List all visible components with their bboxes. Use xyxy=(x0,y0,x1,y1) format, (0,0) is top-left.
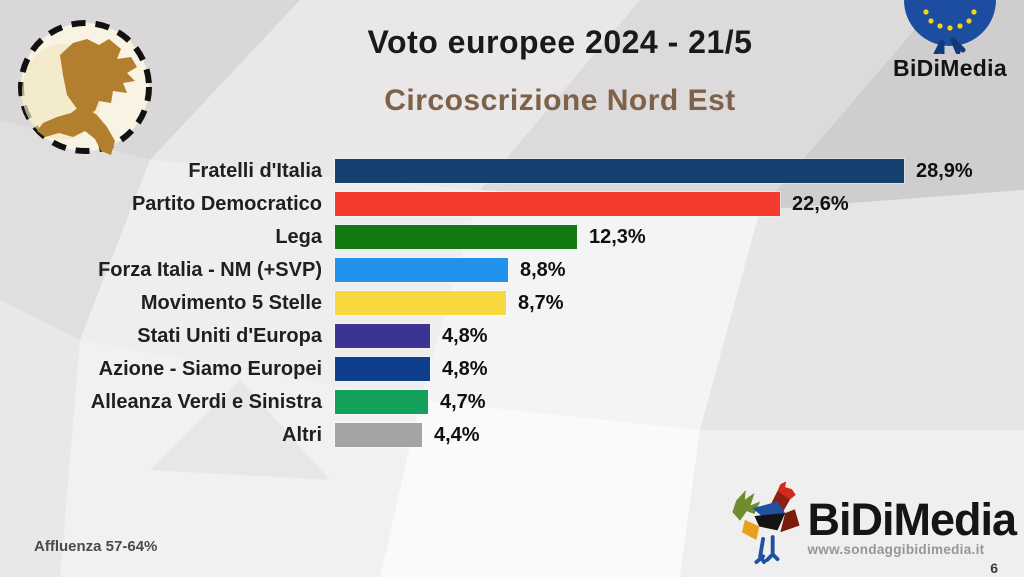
party-bar xyxy=(335,324,430,348)
party-label: Alleanza Verdi e Sinistra xyxy=(90,390,322,413)
party-bar xyxy=(335,192,780,216)
chart-row: Forza Italia - NM (+SVP) 8,8% xyxy=(0,258,1024,282)
bar-chart: Fratelli d'Italia 28,9% Partito Democrat… xyxy=(0,159,1024,456)
bottom-logo: BiDiMedia www.sondaggibidimedia.it xyxy=(717,481,1017,573)
party-label: Azione - Siamo Europei xyxy=(98,357,322,380)
chart-row: Partito Democratico 22,6% xyxy=(0,192,1024,216)
chart-row: Alleanza Verdi e Sinistra 4,7% xyxy=(0,390,1024,414)
party-label: Stati Uniti d'Europa xyxy=(137,324,322,347)
party-value-label: 4,7% xyxy=(440,390,486,413)
party-value-label: 22,6% xyxy=(792,192,849,215)
page-title: Voto europee 2024 - 21/5 xyxy=(367,24,753,60)
chart-row: Fratelli d'Italia 28,9% xyxy=(0,159,1024,183)
party-label: Movimento 5 Stelle xyxy=(140,291,322,314)
party-bar xyxy=(335,423,422,447)
chart-row: Stati Uniti d'Europa 4,8% xyxy=(0,324,1024,348)
party-value-label: 28,9% xyxy=(916,159,973,182)
bottom-logo-label: BiDiMedia xyxy=(807,494,1017,545)
party-bar xyxy=(335,291,506,315)
party-label: Fratelli d'Italia xyxy=(188,159,322,182)
chart-row: Azione - Siamo Europei 4,8% xyxy=(0,357,1024,381)
party-bar xyxy=(335,159,904,183)
party-bar xyxy=(335,225,577,249)
rooster-icon xyxy=(732,481,801,564)
top-logo-label: BiDiMedia xyxy=(893,55,1007,81)
eu-bird-icon xyxy=(904,0,996,54)
chart-row: Altri 4,4% xyxy=(0,423,1024,447)
party-value-label: 12,3% xyxy=(589,225,646,248)
bottom-logo-url: www.sondaggibidimedia.it xyxy=(807,542,985,557)
chart-row: Movimento 5 Stelle 8,7% xyxy=(0,291,1024,315)
party-value-label: 4,4% xyxy=(434,423,480,446)
party-bar xyxy=(335,258,508,282)
party-bar xyxy=(335,390,428,414)
region-map-icon xyxy=(12,12,158,162)
page-number: 6 xyxy=(990,560,998,576)
party-label: Forza Italia - NM (+SVP) xyxy=(98,258,322,281)
party-label: Altri xyxy=(282,423,322,446)
page-subtitle: Circoscrizione Nord Est xyxy=(384,84,736,117)
party-value-label: 4,8% xyxy=(442,357,488,380)
party-value-label: 8,8% xyxy=(520,258,566,281)
party-bar xyxy=(335,357,430,381)
turnout-note: Affluenza 57-64% xyxy=(34,538,158,555)
party-value-label: 8,7% xyxy=(518,291,564,314)
party-value-label: 4,8% xyxy=(442,324,488,347)
chart-row: Lega 12,3% xyxy=(0,225,1024,249)
party-label: Lega xyxy=(275,225,322,248)
party-label: Partito Democratico xyxy=(131,192,322,215)
top-logo: BiDiMedia xyxy=(882,0,1018,82)
